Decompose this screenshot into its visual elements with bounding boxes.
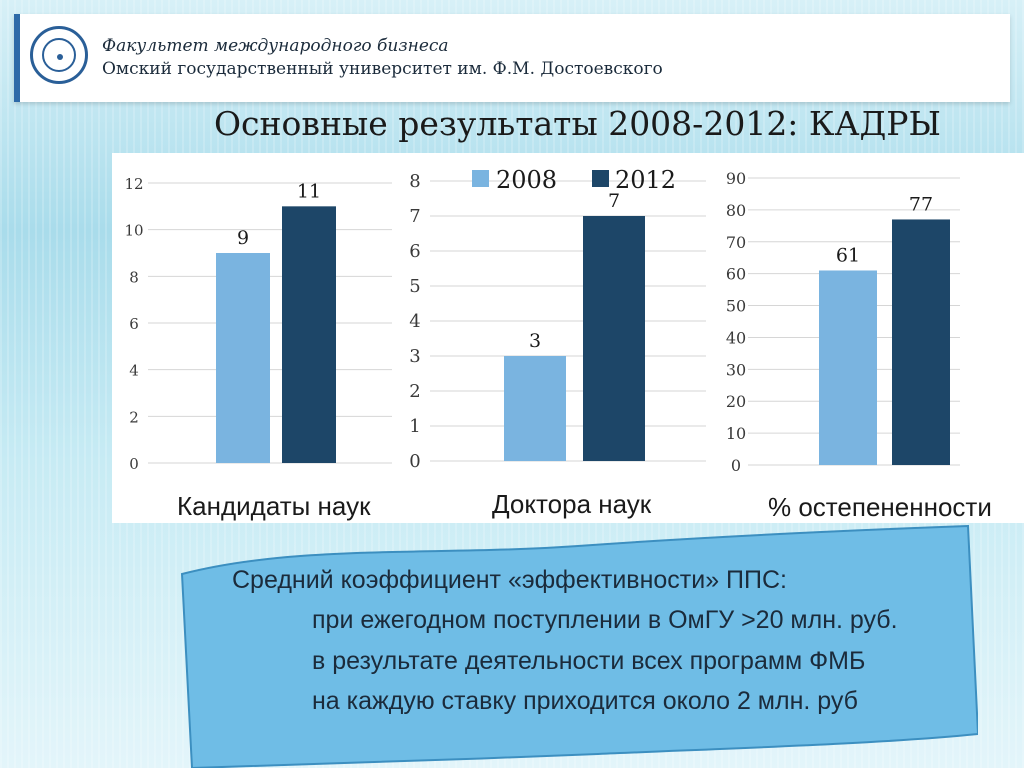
y-tick-label: 0 (409, 451, 420, 472)
y-tick-label: 10 (124, 222, 143, 240)
y-tick-label: 0 (129, 455, 139, 473)
data-label: 3 (529, 330, 541, 352)
y-tick-label: 20 (726, 392, 746, 411)
chart-title: Кандидаты наук (177, 491, 371, 521)
y-tick-label: 40 (726, 328, 746, 347)
bar-2012 (892, 219, 950, 465)
banner-line-4: на каждую ставку приходится около 2 млн.… (312, 687, 858, 715)
chart-title: Доктора наук (492, 489, 652, 519)
data-label: 11 (297, 180, 321, 202)
legend-swatch-2008 (472, 170, 489, 187)
y-tick-label: 90 (726, 169, 746, 188)
bar-2012 (282, 206, 336, 464)
chart-panel: 0 2 4 6 8 10 12 9 11 Кандидаты наук 0 1 2 3 4 5 6 7 8 3 7 Док… (112, 153, 1024, 523)
y-tick-label: 0 (731, 456, 741, 475)
y-tick-label: 3 (409, 346, 420, 367)
banner-line-3: в результате деятельности всех программ … (312, 647, 866, 675)
y-tick-label: 6 (129, 315, 139, 333)
banner-line-2: при ежегодном поступлении в ОмГУ >20 млн… (312, 606, 898, 634)
data-label: 9 (237, 227, 249, 249)
bar-2012 (583, 216, 645, 461)
y-tick-label: 50 (726, 297, 746, 316)
y-tick-label: 60 (726, 265, 746, 284)
y-tick-label: 1 (409, 416, 420, 437)
university-logo-icon (30, 26, 88, 84)
y-tick-label: 2 (409, 381, 420, 402)
y-tick-label: 7 (409, 206, 420, 227)
data-label: 7 (608, 190, 620, 212)
y-tick-label: 4 (409, 311, 420, 332)
banner-shape (180, 524, 978, 768)
y-tick-label: 30 (726, 360, 746, 379)
header-bar: Факультет международного бизнеса Омский … (14, 14, 1010, 102)
legend-swatch-2012 (592, 170, 609, 187)
faculty-name: Факультет международного бизнеса (102, 36, 449, 56)
y-tick-label: 2 (129, 408, 139, 426)
chart-title: % остепененности (768, 492, 992, 522)
y-tick-label: 4 (129, 362, 139, 380)
y-tick-label: 5 (409, 276, 420, 297)
banner-line-1: Средний коэффициент «эффективности» ППС: (232, 566, 787, 594)
y-tick-label: 80 (726, 201, 746, 220)
data-label: 61 (836, 244, 860, 266)
y-tick-label: 12 (124, 175, 143, 193)
bar-2008 (819, 270, 877, 465)
slide-title: Основные результаты 2008-2012: КАДРЫ (214, 104, 941, 143)
y-tick-label: 8 (409, 171, 420, 192)
y-tick-label: 10 (726, 424, 746, 443)
bar-2008 (216, 253, 270, 463)
legend-label-2008: 2008 (496, 166, 557, 194)
y-tick-label: 70 (726, 233, 746, 252)
data-label: 77 (909, 193, 933, 215)
y-tick-label: 6 (409, 241, 420, 262)
y-tick-label: 8 (129, 268, 139, 286)
university-name: Омский государственный университет им. Ф… (102, 59, 663, 79)
legend-label-2012: 2012 (615, 166, 676, 194)
bar-2008 (504, 356, 566, 461)
